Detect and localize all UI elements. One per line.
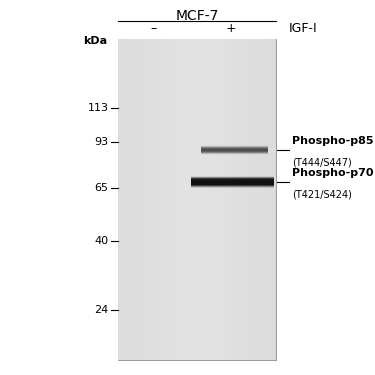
Bar: [118, 39, 276, 360]
Text: kDa: kDa: [83, 36, 107, 46]
Text: 93: 93: [94, 137, 109, 147]
Text: IGF-I: IGF-I: [289, 22, 317, 34]
Text: (T421/S424): (T421/S424): [292, 178, 352, 200]
Text: MCF-7: MCF-7: [175, 9, 219, 23]
Text: 65: 65: [95, 183, 109, 194]
Text: Phospho-p70 S6K: Phospho-p70 S6K: [292, 168, 375, 178]
Text: 24: 24: [94, 305, 109, 315]
Text: 113: 113: [88, 103, 109, 113]
Text: –: –: [151, 22, 157, 34]
Text: Phospho-p85 S6K: Phospho-p85 S6K: [292, 136, 375, 146]
Text: +: +: [225, 22, 236, 34]
Text: 40: 40: [94, 236, 109, 246]
Text: (T444/S447): (T444/S447): [292, 146, 352, 168]
